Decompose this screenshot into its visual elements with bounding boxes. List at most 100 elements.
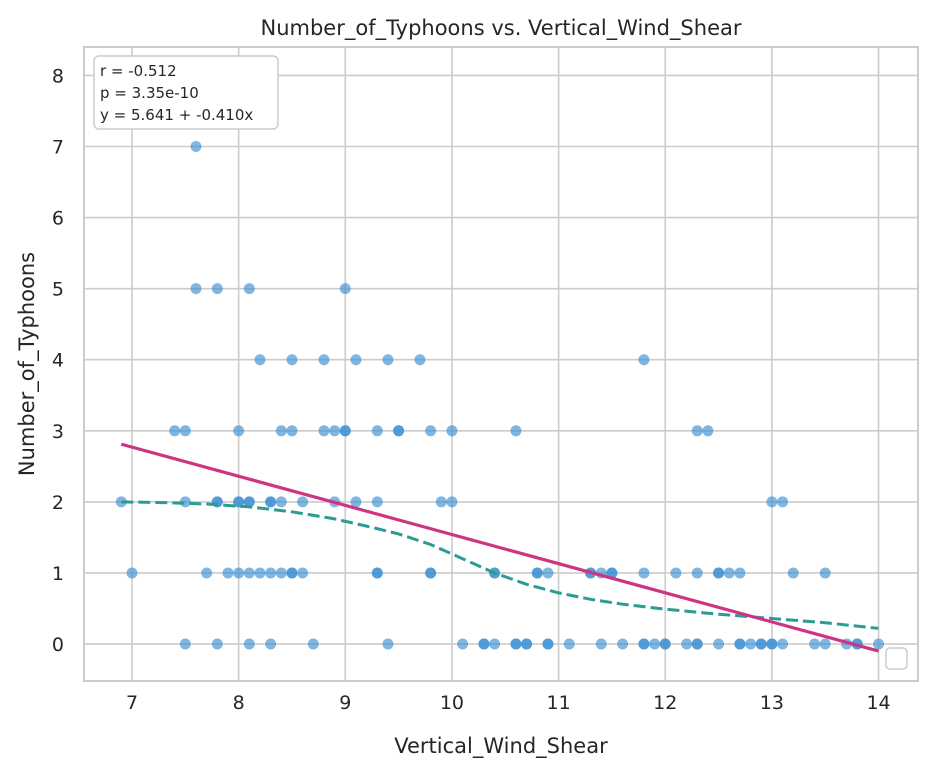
data-point [521,638,533,650]
data-point [126,567,138,579]
data-point [777,638,789,650]
data-point [723,567,735,579]
data-point [670,567,682,579]
data-point [446,425,458,437]
stats-box: r = -0.512 p = 3.35e-10 y = 5.641 + -0.4… [93,55,279,130]
data-point [222,567,234,579]
data-point [531,567,543,579]
data-point [243,496,255,508]
data-point [691,425,703,437]
data-point [211,283,223,295]
stats-r: r = -0.512 [100,62,177,80]
x-tick-label: 9 [339,692,351,714]
stats-equation: y = 5.641 + -0.410x [100,106,253,124]
data-point [371,496,383,508]
x-tick-label: 14 [866,692,890,714]
x-axis-label: Vertical_Wind_Shear [394,734,608,759]
data-point [275,567,287,579]
data-point [211,638,223,650]
y-tick-label: 2 [52,492,64,514]
x-tick-labels: 7 8 9 10 11 12 13 14 [126,692,891,714]
stats-p: p = 3.35e-10 [100,84,199,102]
data-point [734,567,746,579]
data-point [819,638,831,650]
stats-box-background [93,55,279,130]
data-point [563,638,575,650]
data-point [617,638,629,650]
regression-line [120,442,879,653]
data-point [489,638,501,650]
data-point [233,496,245,508]
y-tick-label: 3 [52,421,64,443]
data-point [339,425,351,437]
data-point [542,638,554,650]
y-tick-label: 1 [52,563,64,585]
data-point [339,283,351,295]
data-point [510,638,522,650]
data-point [425,425,437,437]
data-point [393,425,405,437]
data-point [233,425,245,437]
data-point [286,425,298,437]
x-tick-label: 13 [760,692,784,714]
data-point [787,567,799,579]
x-tick-label: 12 [653,692,677,714]
data-point [819,567,831,579]
data-point [297,567,309,579]
data-point [425,567,437,579]
data-point [318,425,330,437]
data-point [542,567,554,579]
data-point [638,354,650,366]
data-point [702,425,714,437]
data-point [254,567,266,579]
data-point [414,354,426,366]
data-point [350,354,362,366]
data-point [371,567,383,579]
data-point [457,638,469,650]
data-point [243,638,255,650]
data-point [275,425,287,437]
data-point [809,638,821,650]
y-tick-label: 0 [52,634,64,656]
y-tick-label: 6 [52,208,64,230]
data-point [190,283,202,295]
data-point [659,638,671,650]
data-point [382,638,394,650]
y-tick-labels: 0 1 2 3 4 5 6 7 8 [52,65,64,656]
data-point [595,638,607,650]
data-point [169,425,181,437]
data-point [265,638,277,650]
data-point [265,496,277,508]
data-point [286,354,298,366]
data-point [254,354,266,366]
y-tick-label: 5 [52,279,64,301]
data-point [297,496,309,508]
data-point [638,638,650,650]
data-point [286,567,298,579]
data-point [766,638,778,650]
y-tick-label: 7 [52,137,64,159]
data-point [606,567,618,579]
chart-title: Number_of_Typhoons vs. Vertical_Wind_She… [260,16,741,41]
data-point [734,638,746,650]
data-point [873,638,885,650]
data-point [478,638,490,650]
smooth-trend-line [121,500,879,630]
y-axis-label: Number_of_Typhoons [15,252,40,476]
data-point [318,354,330,366]
data-point [275,496,287,508]
data-point [446,496,458,508]
data-point [179,425,191,437]
data-point [745,638,757,650]
data-point [755,638,767,650]
data-point [777,496,789,508]
data-point [307,638,319,650]
data-point [329,425,341,437]
data-point [691,567,703,579]
data-point [713,567,725,579]
data-point [243,567,255,579]
data-point [649,638,661,650]
data-point [201,567,213,579]
plot-frame [83,46,919,682]
